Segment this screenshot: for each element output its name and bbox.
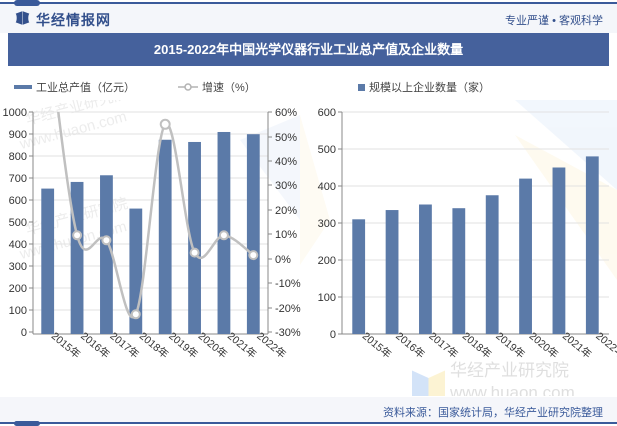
svg-text:www.huaon.com: www.huaon.com: [449, 383, 575, 396]
svg-text:500: 500: [9, 217, 27, 229]
svg-text:600: 600: [9, 195, 27, 207]
svg-text:300: 300: [318, 218, 336, 230]
svg-text:0: 0: [330, 329, 336, 341]
svg-text:100: 100: [318, 292, 336, 304]
svg-text:-30%: -30%: [275, 327, 301, 339]
svg-text:20%: 20%: [275, 205, 297, 217]
svg-text:10%: 10%: [275, 229, 297, 241]
svg-text:400: 400: [318, 181, 336, 193]
svg-text:50%: 50%: [275, 132, 297, 144]
svg-text:0%: 0%: [275, 254, 291, 266]
svg-text:1000: 1000: [3, 107, 27, 119]
svg-text:华经产业研究院: 华经产业研究院: [450, 361, 569, 380]
svg-text:40%: 40%: [275, 156, 297, 168]
svg-text:200: 200: [9, 283, 27, 295]
svg-text:100: 100: [9, 305, 27, 317]
svg-text:400: 400: [9, 239, 27, 251]
svg-text:-10%: -10%: [275, 278, 301, 290]
svg-text:0: 0: [21, 327, 27, 339]
svg-text:30%: 30%: [275, 180, 297, 192]
svg-text:600: 600: [318, 107, 336, 119]
svg-text:800: 800: [9, 151, 27, 163]
svg-text:2022年: 2022年: [593, 329, 617, 361]
svg-text:900: 900: [9, 129, 27, 141]
svg-text:700: 700: [9, 173, 27, 185]
svg-text:500: 500: [318, 144, 336, 156]
svg-text:300: 300: [9, 261, 27, 273]
svg-text:-20%: -20%: [275, 303, 301, 315]
svg-text:60%: 60%: [275, 107, 297, 119]
svg-text:200: 200: [318, 255, 336, 267]
